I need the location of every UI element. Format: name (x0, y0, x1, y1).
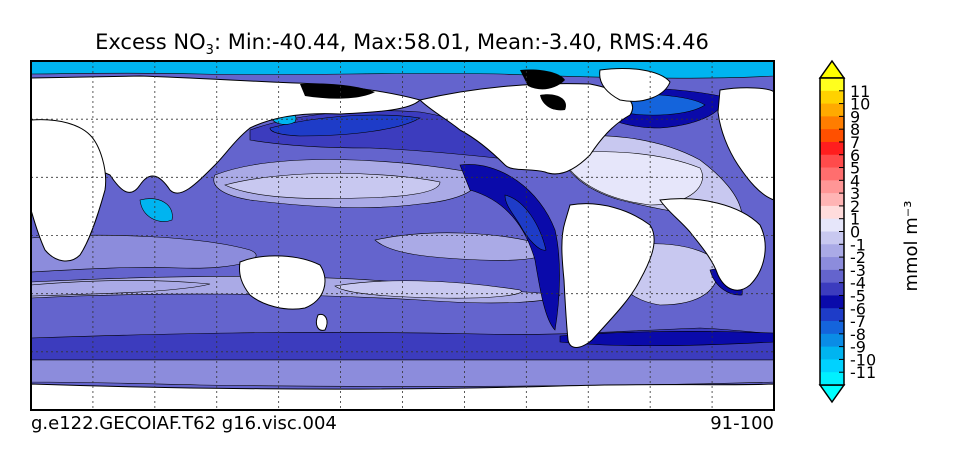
footer-years: 91-100 (710, 413, 774, 434)
colorbar-tick-label: 9 (850, 107, 860, 126)
colorbar-tick-label: -3 (850, 261, 866, 280)
colorbar-swatch (820, 308, 844, 322)
land-greenland (599, 68, 671, 102)
colorbar-tick-label: -7 (850, 312, 866, 331)
colorbar-extend-max (818, 59, 846, 79)
colorbar-tick-label: -8 (850, 325, 866, 344)
ice-canadian-arch (520, 69, 565, 90)
colorbar-swatch (820, 231, 844, 245)
chart-title: Excess NO3: Min:-40.44, Max:58.01, Mean:… (30, 28, 774, 65)
footer-case-name: g.e122.GECOIAF.T62 g16.visc.004 (31, 413, 337, 434)
contour-arctic-minus10 (31, 61, 774, 79)
colorbar-tick-label: -9 (850, 338, 866, 357)
colorbar-swatch (820, 193, 844, 207)
colorbar-tick-label: -5 (850, 286, 866, 305)
land-europe (717, 87, 774, 201)
colorbar-swatch (820, 333, 844, 348)
contour-indonesia-minus10 (139, 198, 173, 222)
colorbar-swatch (820, 282, 844, 296)
colorbar-tick-label: -1 (850, 235, 866, 254)
colorbar-swatch (820, 154, 844, 168)
contour-east-pacific-minus8 (504, 194, 547, 251)
colorbar-tick-label: 6 (850, 146, 860, 165)
ice-siberia (300, 83, 375, 99)
colorbar-swatch (820, 116, 844, 130)
colorbar-tick-label: -11 (850, 363, 876, 382)
title-prefix: Excess NO (95, 30, 206, 54)
land-south-america (561, 203, 655, 348)
map-gridlines (31, 61, 774, 410)
colorbar-extend-min (818, 384, 846, 404)
colorbar-tick-label: 10 (850, 95, 870, 114)
map-frame (30, 60, 775, 411)
colorbar-swatch (820, 244, 844, 258)
colorbar-tick-label: 3 (850, 184, 860, 203)
colorbar-swatch (820, 295, 844, 309)
land-africa-east (659, 198, 766, 291)
colorbar-swatch (820, 141, 844, 156)
colorbar-units-label: mmol m⁻³ (901, 200, 922, 291)
colorbar-tick-label: -10 (850, 350, 876, 369)
colorbar-swatch (820, 218, 844, 232)
colorbar-swatch (820, 372, 844, 386)
colorbar-swatch (820, 90, 844, 104)
colorbar-tick-label: 2 (850, 197, 860, 216)
land-new-zealand (315, 313, 328, 331)
colorbar-swatch (820, 359, 844, 373)
colorbar-tick-label: 11 (850, 82, 870, 101)
ice-greenland-edge (540, 94, 566, 111)
colorbar-tick-label: -4 (850, 274, 866, 293)
colorbar-tick-label: 7 (850, 133, 860, 152)
colorbar-tick-label: -6 (850, 299, 866, 318)
colorbar-swatch (820, 205, 844, 220)
colorbar-swatch (820, 103, 844, 117)
contour-southern-ocean-b (559, 331, 774, 347)
colorbar-tick-label: 5 (850, 159, 860, 178)
land-group (31, 68, 774, 410)
contour-north-atlantic-minus1 (559, 151, 703, 206)
colorbar-tick-label: 0 (850, 223, 860, 242)
land-australia (239, 255, 326, 310)
contour-north-pacific-minus8 (269, 114, 421, 137)
colorbar-tick-label: -2 (850, 248, 866, 267)
colorbar-swatch (820, 269, 844, 284)
contour-east-pacific-minus7 (459, 164, 560, 331)
colorbar-swatch (820, 257, 844, 271)
colorbar-swatch (820, 129, 844, 143)
colorbar-swatch (820, 167, 844, 181)
title-subscript: 3 (205, 43, 214, 59)
colorbar-tick-label: 4 (850, 171, 860, 190)
ice-group (300, 69, 566, 111)
land-north-america (419, 83, 633, 175)
colorbar-swatch (820, 346, 844, 360)
map-panel (31, 61, 774, 410)
colorbar-swatch (820, 321, 844, 335)
colorbar-tick-label: 8 (850, 120, 860, 139)
contour-indian-light (31, 280, 211, 297)
colorbar-swatch (820, 78, 844, 92)
colorbar-tick-label: 1 (850, 210, 860, 229)
title-stats: : Min:-40.44, Max:58.01, Mean:-3.40, RMS… (213, 30, 709, 54)
land-africa (31, 119, 107, 262)
colorbar-swatch (820, 180, 844, 194)
